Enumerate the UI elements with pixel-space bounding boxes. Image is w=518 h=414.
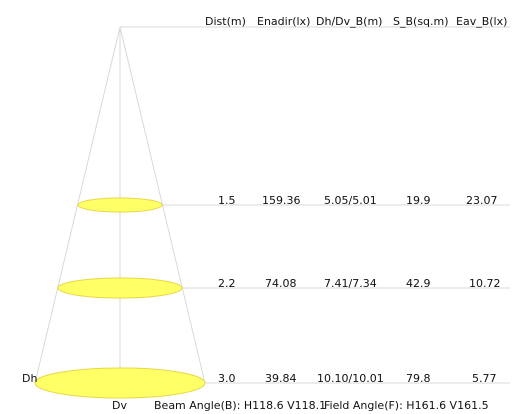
- row-1-dhdv: 5.05/5.01: [324, 194, 377, 207]
- dh-label: Dh: [22, 372, 38, 385]
- col-header-sb: S_B(sq.m): [393, 15, 449, 28]
- row-2-sb: 42.9: [406, 277, 431, 290]
- beam-angle-text: Beam Angle(B): H118.6 V118.1: [154, 399, 327, 412]
- col-header-dist: Dist(m): [205, 15, 246, 28]
- dv-label: Dv: [112, 399, 127, 412]
- row-3-sb: 79.8: [406, 372, 431, 385]
- row-2-dhdv: 7.41/7.34: [324, 277, 377, 290]
- col-header-enadir: Enadir(lx): [257, 15, 311, 28]
- beam-ellipse-1: [77, 197, 163, 213]
- row-3-dhdv: 10.10/10.01: [317, 372, 384, 385]
- row-1-enadir: 159.36: [262, 194, 301, 207]
- row-3-eav: 5.77: [472, 372, 497, 385]
- row-1-sb: 19.9: [406, 194, 431, 207]
- row-1-eav: 23.07: [466, 194, 498, 207]
- row-2-eav: 10.72: [469, 277, 501, 290]
- beam-ellipse-3: [34, 367, 206, 399]
- field-angle-text: Field Angle(F): H161.6 V161.5: [324, 399, 489, 412]
- row-3-dist: 3.0: [218, 372, 236, 385]
- col-header-dhdv: Dh/Dv_B(m): [316, 15, 383, 28]
- row-3-enadir: 39.84: [265, 372, 297, 385]
- row-2-dist: 2.2: [218, 277, 236, 290]
- row-2-enadir: 74.08: [265, 277, 297, 290]
- beam-ellipse-2: [57, 277, 183, 299]
- row-1-dist: 1.5: [218, 194, 236, 207]
- col-header-eav: Eav_B(lx): [456, 15, 508, 28]
